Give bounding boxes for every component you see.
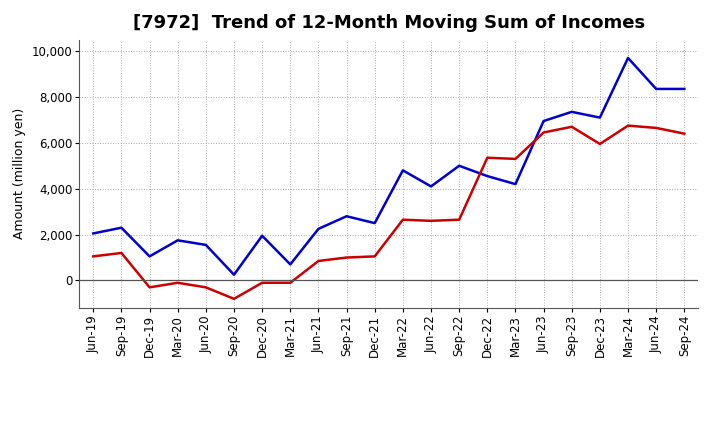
Ordinary Income (652, 86, 660, 92)
Line: Ordinary Income: Ordinary Income (94, 58, 684, 275)
Ordinary Income (314, 226, 323, 231)
Ordinary Income (230, 272, 238, 277)
Net Income (539, 130, 548, 135)
Net Income (595, 141, 604, 147)
Net Income (624, 123, 632, 128)
Ordinary Income (89, 231, 98, 236)
Ordinary Income (680, 86, 688, 92)
Ordinary Income (483, 173, 492, 179)
Ordinary Income (370, 220, 379, 226)
Ordinary Income (117, 225, 126, 231)
Net Income (455, 217, 464, 222)
Net Income (511, 156, 520, 161)
Ordinary Income (624, 55, 632, 61)
Net Income (483, 155, 492, 161)
Net Income (652, 125, 660, 131)
Net Income (342, 255, 351, 260)
Net Income (258, 280, 266, 286)
Ordinary Income (567, 109, 576, 114)
Ordinary Income (427, 184, 436, 189)
Net Income (174, 280, 182, 286)
Ordinary Income (286, 262, 294, 267)
Net Income (230, 296, 238, 301)
Net Income (399, 217, 408, 222)
Net Income (370, 254, 379, 259)
Ordinary Income (145, 254, 154, 259)
Net Income (567, 124, 576, 129)
Net Income (145, 285, 154, 290)
Ordinary Income (455, 163, 464, 169)
Net Income (286, 280, 294, 286)
Ordinary Income (399, 168, 408, 173)
Ordinary Income (258, 233, 266, 238)
Ordinary Income (539, 118, 548, 124)
Title: [7972]  Trend of 12-Month Moving Sum of Incomes: [7972] Trend of 12-Month Moving Sum of I… (132, 15, 645, 33)
Net Income (680, 131, 688, 136)
Ordinary Income (174, 238, 182, 243)
Net Income (314, 258, 323, 264)
Ordinary Income (511, 181, 520, 187)
Ordinary Income (342, 213, 351, 219)
Ordinary Income (595, 115, 604, 120)
Net Income (427, 218, 436, 224)
Y-axis label: Amount (million yen): Amount (million yen) (13, 108, 26, 239)
Line: Net Income: Net Income (94, 126, 684, 299)
Net Income (89, 254, 98, 259)
Net Income (117, 250, 126, 256)
Net Income (202, 285, 210, 290)
Ordinary Income (202, 242, 210, 248)
